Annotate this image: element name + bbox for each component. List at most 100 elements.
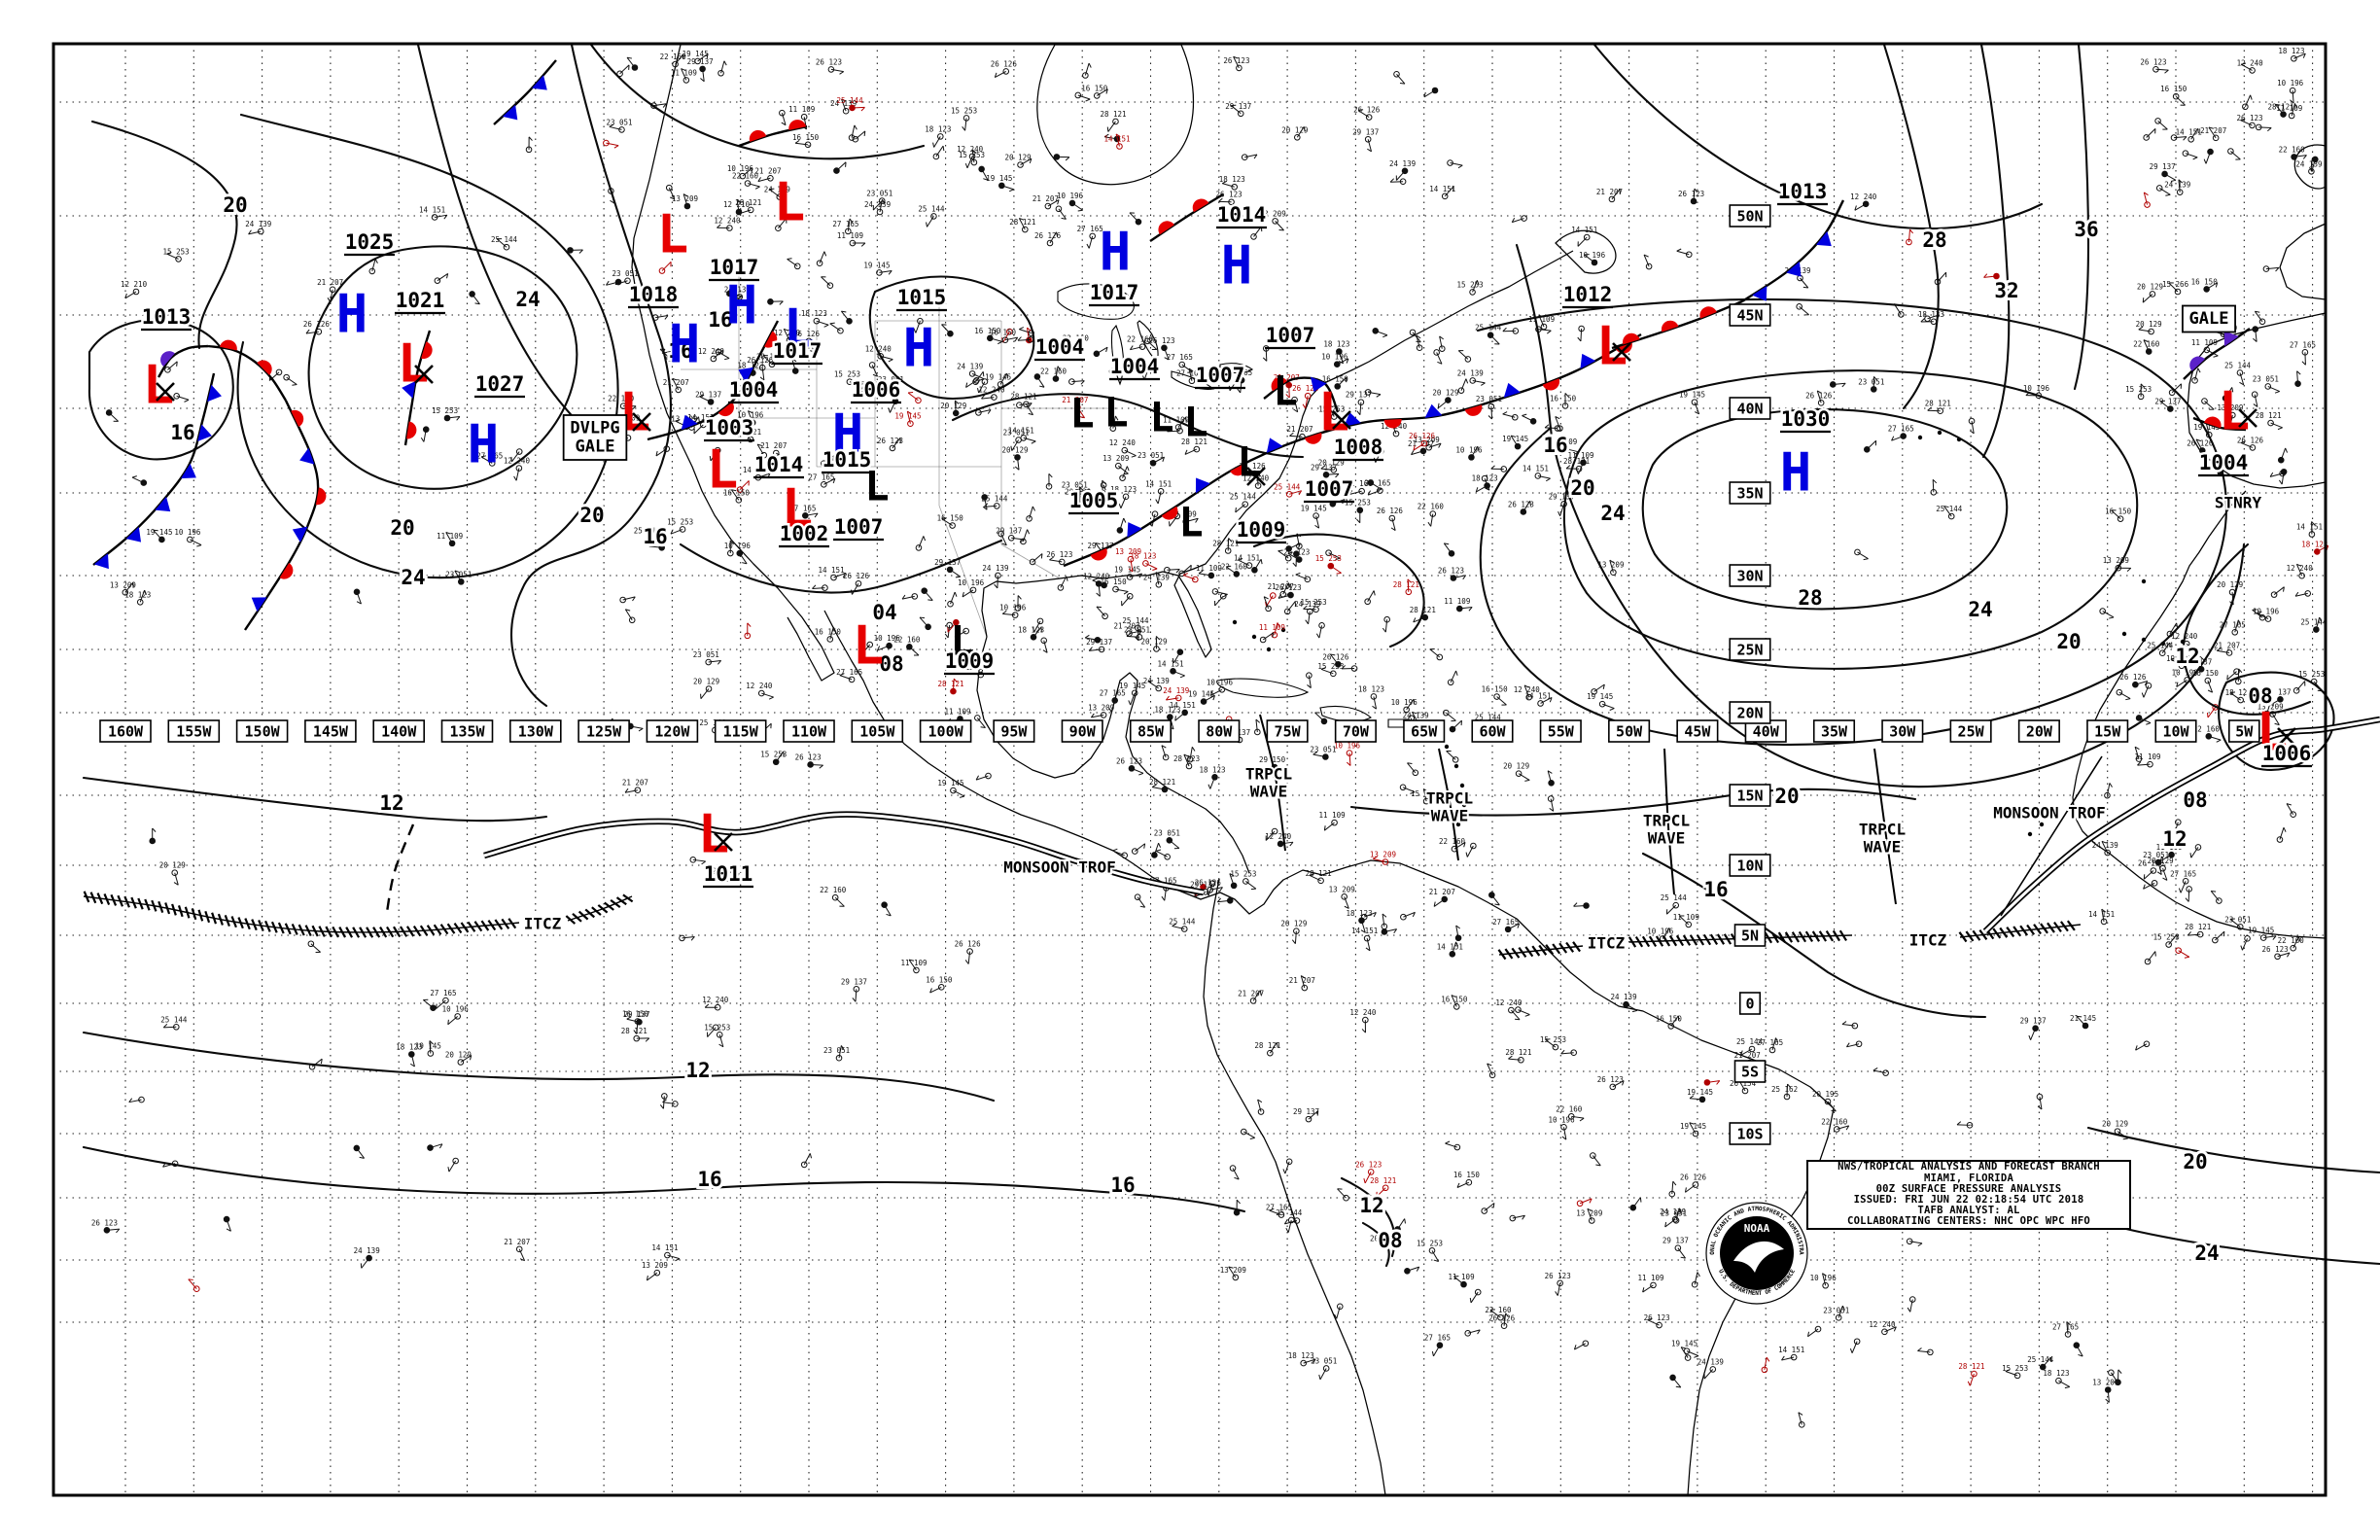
- station-plot: 20 129: [940, 400, 966, 417]
- central-pressure-label: 1009: [945, 649, 995, 673]
- station-plot: [1096, 606, 1108, 620]
- isobar-line: [679, 539, 1003, 594]
- isobar-line: [2218, 671, 2335, 771]
- station-plot: 14 151: [1522, 464, 1551, 482]
- grid-coordinate-label: 45N: [1736, 307, 1763, 325]
- svg-text:16 150: 16 150: [2160, 85, 2188, 93]
- high-center-symbol: H: [1780, 442, 1812, 504]
- station-plot: 20 129: [1001, 445, 1029, 471]
- svg-text:10 196: 10 196: [1455, 445, 1483, 454]
- station-plot: [1906, 228, 1913, 246]
- front-semicircle-symbol: [1158, 221, 1174, 235]
- station-plot: 28 121: [2256, 411, 2283, 431]
- station-plot: 16 150: [1441, 995, 1468, 1010]
- station-plot: 21 207: [1408, 439, 1434, 456]
- station-plot: [173, 393, 190, 402]
- station-plot: 24 139: [830, 98, 857, 115]
- svg-text:24 139: 24 139: [724, 285, 751, 294]
- station-plot: 26 123: [1508, 500, 1534, 515]
- station-plot: [1399, 784, 1416, 794]
- high-center-symbol: H: [1221, 235, 1253, 297]
- station-plot: [2144, 951, 2156, 965]
- isobar-line: [589, 43, 926, 160]
- station-plot: 22 160: [1556, 1104, 1585, 1122]
- svg-text:26 126: 26 126: [843, 572, 870, 580]
- front-semicircle-symbol: [718, 402, 734, 417]
- svg-text:25 144: 25 144: [1230, 493, 1257, 502]
- station-plot: [1167, 427, 1183, 435]
- station-plot: 28 121: [1212, 538, 1239, 554]
- station-plot: 23 051: [2253, 374, 2280, 394]
- station-plot: 16 150: [2191, 277, 2218, 293]
- station-plot: 12 240: [957, 145, 984, 169]
- svg-text:23 051: 23 051: [866, 190, 892, 198]
- central-pressure-label: 1027: [475, 372, 525, 396]
- tropical-wave-axis: [1873, 748, 1897, 905]
- station-plot: 26 123: [2140, 57, 2169, 74]
- station-plot: 25 144: [634, 526, 661, 545]
- station-plot: 25 144: [1230, 493, 1257, 513]
- svg-text:22 160: 22 160: [1485, 1306, 1512, 1314]
- station-plot: [1285, 542, 1301, 552]
- svg-text:21 207: 21 207: [1032, 194, 1059, 203]
- station-plot: 21 207: [1113, 622, 1142, 637]
- station-plot: [1488, 892, 1500, 906]
- svg-text:20 129: 20 129: [1503, 762, 1529, 771]
- grid-coordinate-label: 5S: [1741, 1064, 1759, 1081]
- station-plot: 18 123: [1472, 474, 1498, 493]
- svg-text:14 151: 14 151: [1571, 226, 1597, 234]
- station-plot: [1829, 381, 1846, 388]
- station-plot: 23 051: [606, 118, 633, 133]
- station-plot: 19 145: [863, 261, 892, 276]
- svg-text:10 196: 10 196: [1334, 742, 1361, 751]
- grid-coordinate-label: 145W: [313, 723, 349, 741]
- station-plot: 20 129: [693, 677, 719, 699]
- central-pressure-label: 1004: [1035, 335, 1085, 359]
- station-plot: 22 160: [1347, 479, 1373, 495]
- feature-label: WAVE: [1250, 783, 1288, 801]
- station-plot: 21 207: [1286, 425, 1313, 440]
- station-plot: [1555, 416, 1563, 432]
- station-plot: [2212, 930, 2225, 944]
- station-plot: 10 196: [724, 542, 751, 565]
- isobar-line: [1592, 43, 2044, 230]
- station-plot: [1447, 670, 1458, 686]
- station-plot: 12 240: [1083, 572, 1110, 597]
- svg-text:23 051: 23 051: [823, 1046, 850, 1055]
- feature-label: WAVE: [1864, 838, 1902, 857]
- svg-text:19 145: 19 145: [894, 412, 921, 421]
- station-plot: 27 165: [1888, 425, 1914, 441]
- station-plot: [665, 184, 676, 200]
- front-semicircle-symbol: [1661, 320, 1679, 332]
- station-plot: 10 196: [1549, 1115, 1575, 1140]
- svg-text:24 139: 24 139: [764, 185, 790, 193]
- grid-coordinate-label: 5W: [2235, 723, 2254, 741]
- station-plot: [1016, 402, 1032, 408]
- station-plot: [1306, 672, 1312, 688]
- station-plot: [881, 901, 892, 917]
- station-plot: 25 162: [1771, 1083, 1798, 1101]
- station-plot: [791, 358, 799, 374]
- station-plot: 19 145: [2248, 927, 2277, 941]
- station-plot: 27 165: [1757, 1037, 1783, 1054]
- station-plot: [915, 536, 927, 551]
- station-plot: 26 123: [1223, 55, 1249, 72]
- front-triangle-symbol: [299, 447, 315, 465]
- station-plot: [1151, 842, 1162, 858]
- station-plot: 29 137: [2264, 687, 2292, 707]
- svg-text:19 145: 19 145: [1301, 505, 1327, 513]
- station-plot: 25 144: [2224, 361, 2252, 386]
- front-triangle-symbol: [251, 597, 267, 612]
- svg-text:14 151: 14 151: [651, 1243, 678, 1252]
- station-plot: [1161, 745, 1170, 761]
- svg-text:21 207: 21 207: [1268, 582, 1294, 591]
- svg-text:10 196: 10 196: [1057, 192, 1084, 200]
- station-plot: [1033, 373, 1045, 388]
- front-semicircle-symbol: [279, 562, 294, 579]
- station-plot: [1032, 617, 1044, 633]
- station-plot: [1449, 719, 1462, 733]
- station-plot: [1029, 553, 1043, 566]
- svg-text:12 240: 12 240: [2287, 564, 2314, 573]
- station-plot: 26 123: [1116, 756, 1144, 776]
